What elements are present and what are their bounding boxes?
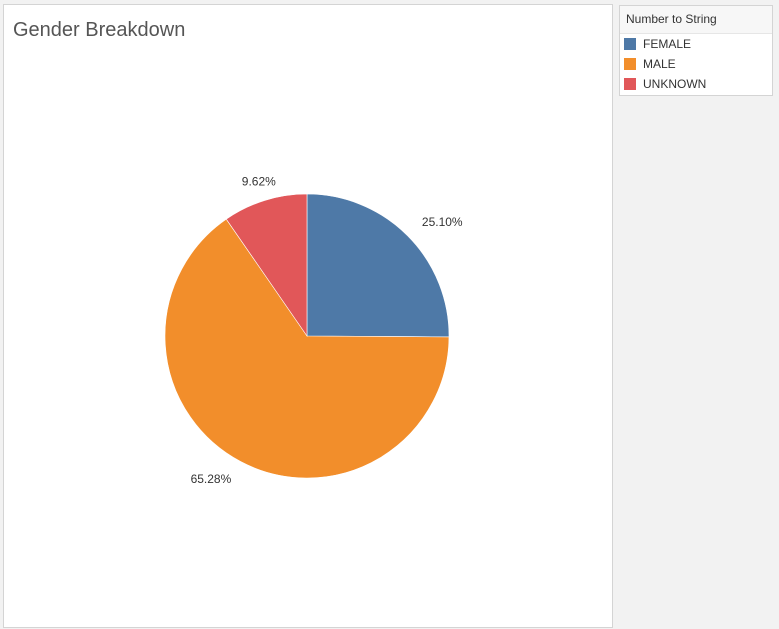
legend-item-female[interactable]: FEMALE	[620, 34, 772, 54]
pie-chart[interactable]: 25.10% 65.28% 9.62%	[4, 5, 612, 627]
pie-slice-female[interactable]	[306, 193, 450, 338]
pie-slice-male[interactable]	[164, 218, 450, 479]
legend-swatch	[624, 58, 636, 70]
slice-label-male: 65.28%	[191, 472, 232, 486]
slice-label-unknown: 9.62%	[242, 174, 276, 188]
chart-panel: Gender Breakdown 25.10% 65.28% 9.62%	[3, 4, 613, 628]
legend: Number to String FEMALE MALE UNKNOWN	[619, 5, 773, 96]
legend-title: Number to String	[620, 6, 772, 34]
legend-label: MALE	[643, 57, 676, 71]
legend-item-unknown[interactable]: UNKNOWN	[620, 74, 772, 94]
chart-title: Gender Breakdown	[13, 19, 186, 41]
legend-label: UNKNOWN	[643, 77, 707, 91]
legend-label: FEMALE	[643, 37, 692, 51]
legend-items: FEMALE MALE UNKNOWN	[620, 34, 772, 94]
pie-slice-unknown[interactable]	[225, 193, 308, 337]
legend-swatch	[624, 78, 636, 90]
legend-swatch	[624, 38, 636, 50]
slice-label-female: 25.10%	[422, 215, 463, 229]
legend-item-male[interactable]: MALE	[620, 54, 772, 74]
